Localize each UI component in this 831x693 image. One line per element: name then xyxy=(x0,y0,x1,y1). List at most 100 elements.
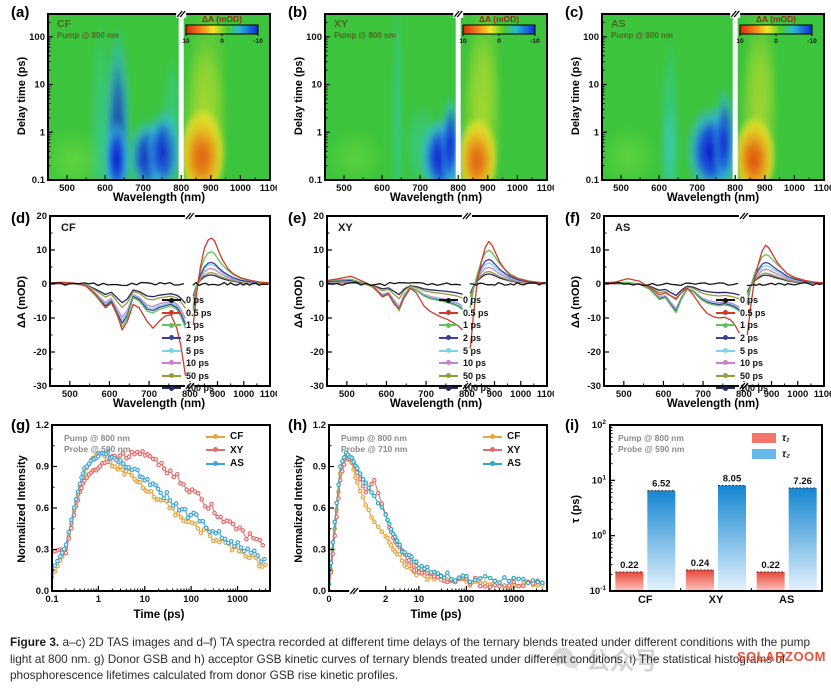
legend-label: 50 ps xyxy=(463,370,487,381)
tick-label: 20 xyxy=(36,211,47,222)
legend-entry: 0 ps xyxy=(716,294,768,307)
legend-label: CF xyxy=(507,431,521,443)
tick-label: 900 xyxy=(480,183,496,194)
colorbar-tick: 0 xyxy=(220,38,224,45)
category-label: AS xyxy=(779,594,794,606)
x-axis-label: Wavelength (nm) xyxy=(112,192,206,204)
colorbar-tick: -10 xyxy=(253,38,263,45)
colorbar-label: ΔA (mOD) xyxy=(479,14,519,24)
sample-legend: CF XY AS xyxy=(206,430,244,471)
x-axis-label: Time (ps) xyxy=(133,609,185,621)
legend-label: 0.5 ps xyxy=(740,307,766,318)
legend-label: 100 ps xyxy=(186,383,215,394)
tick-label: 600 xyxy=(656,389,672,400)
tick-label: -10 xyxy=(310,313,324,324)
legend-entry: 100 ps xyxy=(716,382,768,395)
y-axis-label: Delay time (ps) xyxy=(293,56,305,136)
spectrum-curve xyxy=(192,281,269,287)
sample-legend: CF XY AS xyxy=(483,430,521,471)
tick-label: -20 xyxy=(587,347,601,358)
tau-legend: τ₁ τ₂ xyxy=(752,430,790,462)
legend-line-marker xyxy=(716,297,735,303)
legend-label: CF xyxy=(230,431,244,443)
kinetic-series xyxy=(53,448,268,580)
axis-break xyxy=(738,212,749,220)
series-AS xyxy=(330,450,545,587)
axis-break xyxy=(184,212,195,220)
tick-label: 600 xyxy=(651,183,667,194)
heatmap-feature xyxy=(602,124,659,180)
colorbar-label: ΔA (mOD) xyxy=(202,14,242,24)
x-axis-label: Wavelength (nm) xyxy=(666,398,760,410)
tick-label: -30 xyxy=(310,381,324,392)
axis-break xyxy=(453,10,464,18)
legend-line-marker xyxy=(162,297,181,303)
pump-scatter-mask xyxy=(732,14,738,180)
tick-label: 600 xyxy=(97,183,113,194)
time-delay-legend: 0 ps 0.5 ps 1 ps 2 ps 5 ps 10 ps 50 ps 100 ps xyxy=(716,294,768,395)
legend-label: 10 ps xyxy=(186,358,210,369)
colorbar-label: ΔA (mOD) xyxy=(756,14,796,24)
tick-label: 10 xyxy=(588,80,599,91)
tick-label: 1000 xyxy=(503,594,524,605)
plot-title: CF xyxy=(61,222,76,234)
plot-title: AS xyxy=(611,18,626,30)
legend-line-marker xyxy=(162,335,181,341)
legend-line-marker xyxy=(716,373,735,379)
legend-entry: 0.5 ps xyxy=(716,307,768,320)
bar-CF-tau1 xyxy=(615,572,644,591)
tick-label: 20 xyxy=(590,211,601,222)
legend-entry: CF xyxy=(483,430,521,444)
legend-line-marker xyxy=(206,433,225,439)
colorbar xyxy=(185,24,259,35)
tick-label: 0.0 xyxy=(36,586,49,597)
panel-letter-g: (g) xyxy=(11,417,31,434)
y-axis-label: Normalized Intensity xyxy=(293,455,305,563)
tick-label: 900 xyxy=(210,389,226,400)
tick-label: 700 xyxy=(135,183,151,194)
tick-label: 20 xyxy=(313,211,324,222)
plot-frame xyxy=(609,424,823,592)
bars-svg: 0.22 6.52 CF 0.24 8.05 XY 0.22 7.26 AS 10-1 100 101… xyxy=(590,419,823,606)
legend-line-marker xyxy=(716,360,735,366)
bar-value-label: 6.52 xyxy=(652,479,671,490)
legend-entry: 0.5 ps xyxy=(162,307,214,320)
legend-label: 5 ps xyxy=(186,345,205,356)
heatmap-blobs xyxy=(48,14,229,180)
legend-line-marker xyxy=(716,335,735,341)
tick-label: 1000 xyxy=(227,594,248,605)
tick-label: 800 xyxy=(450,183,466,194)
tick-label: 0 xyxy=(326,594,331,605)
tick-label: 10 xyxy=(34,80,45,91)
legend-label: 1 ps xyxy=(186,320,205,331)
legend-entry: 10 ps xyxy=(716,357,768,370)
pump-annotation: Pump @ 800 nm xyxy=(57,31,120,40)
tick-label: 101 xyxy=(592,474,607,486)
spectra-series xyxy=(605,244,823,336)
panel-h: (h) Normalized Intensity 0 2 10 100 1000 0.0 0… xyxy=(281,417,554,632)
spectrum-curve xyxy=(328,281,461,287)
legend-line-marker xyxy=(716,347,735,353)
x-axis-label: Wavelength (nm) xyxy=(389,192,483,204)
pump-annotation: Pump @ 800 nm xyxy=(341,433,407,443)
tick-label: 100 xyxy=(458,594,474,605)
tick-label: 0 xyxy=(319,279,324,290)
panel-letter-e: (e) xyxy=(288,210,307,227)
plot-frame xyxy=(603,215,825,387)
legend-line-marker xyxy=(439,297,458,303)
legend-label: 0 ps xyxy=(463,295,482,306)
bar-XY-tau2 xyxy=(718,485,746,591)
axis-break xyxy=(184,382,195,390)
tick-label: 1000 xyxy=(507,183,528,194)
y-axis-label: Delay time (ps) xyxy=(570,56,582,136)
tick-label: -20 xyxy=(33,347,47,358)
tick-label: 800 xyxy=(736,389,752,400)
tick-label: 1000 xyxy=(787,389,808,400)
legend-label: 50 ps xyxy=(186,370,210,381)
